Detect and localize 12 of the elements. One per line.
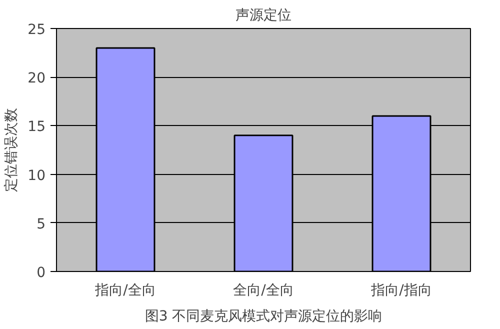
y-tick-label: 0 xyxy=(36,265,46,281)
x-tick-label: 指向/全向 xyxy=(94,282,156,298)
x-tick-label: 全向/全向 xyxy=(233,282,294,298)
chart-title: 声源定位 xyxy=(236,8,292,24)
y-tick-label: 25 xyxy=(28,22,46,38)
y-axis-title: 定位错误次数 xyxy=(4,108,20,192)
caption: 图3 不同麦克风模式对声源定位的影响 xyxy=(144,308,382,324)
y-tick-label: 10 xyxy=(28,168,46,184)
y-tick-label: 5 xyxy=(36,216,46,232)
y-tick-label: 15 xyxy=(28,119,46,136)
x-tick-label: 指向/指向 xyxy=(370,282,432,298)
y-tick-label: 20 xyxy=(28,70,46,87)
